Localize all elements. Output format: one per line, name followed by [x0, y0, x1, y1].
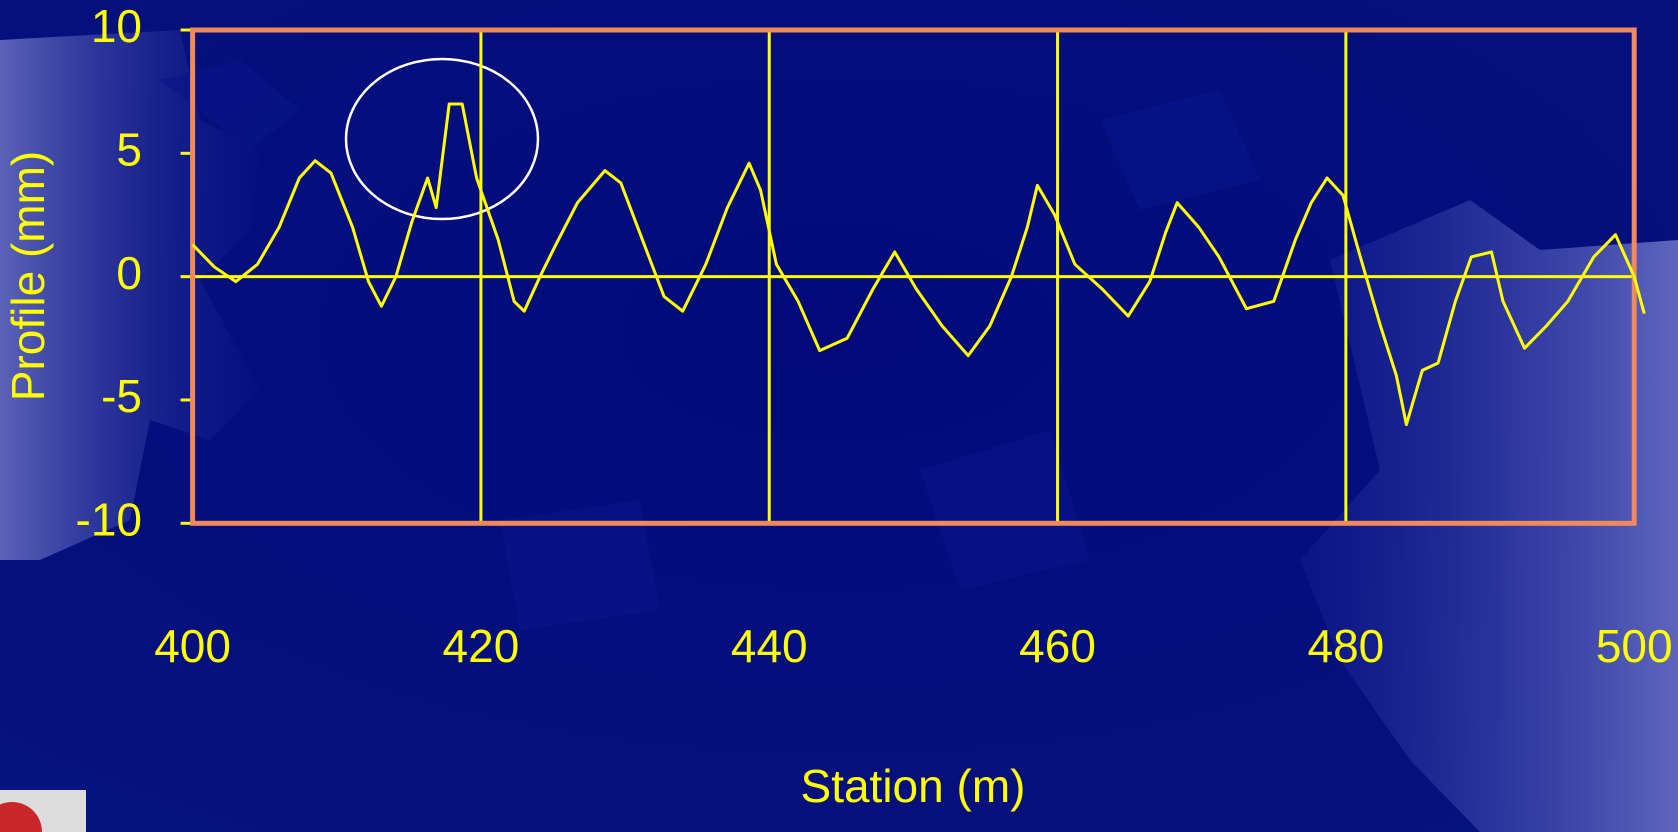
y-tick-label: -5 — [101, 370, 142, 422]
y-tick-label: 10 — [91, 0, 142, 52]
x-tick-label: 480 — [1308, 620, 1385, 672]
y-axis-title: Profile (mm) — [2, 151, 54, 401]
x-tick-label: 440 — [731, 620, 808, 672]
x-tick-label: 420 — [443, 620, 520, 672]
x-tick-label: 460 — [1019, 620, 1096, 672]
y-tick-label: 5 — [116, 123, 142, 175]
slide: Station (m) Profile (mm) 400 420 440 460 480… — [0, 0, 1678, 832]
x-tick-label: 400 — [154, 620, 231, 672]
x-tick-label: 500 — [1596, 620, 1673, 672]
x-axis-title: Station (m) — [801, 760, 1026, 812]
y-tick-label: 0 — [116, 247, 142, 299]
y-tick-label: -10 — [76, 493, 142, 545]
